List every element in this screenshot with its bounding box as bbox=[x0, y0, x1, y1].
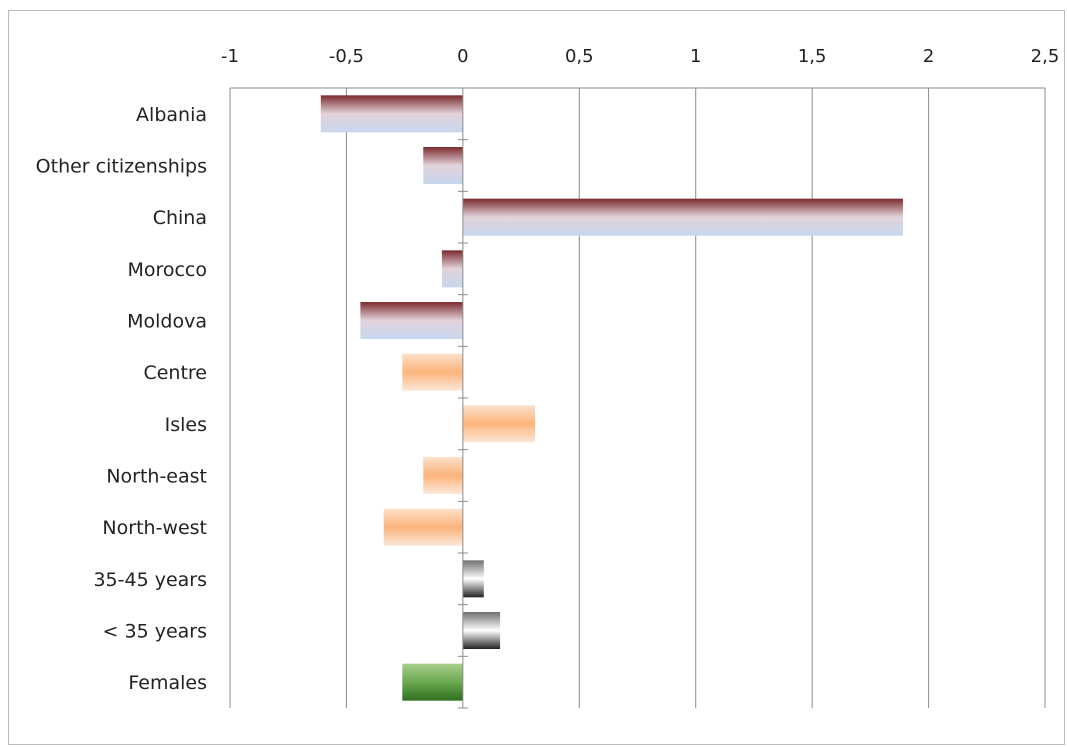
x-tick-label: -1 bbox=[221, 46, 239, 67]
y-axis bbox=[457, 87, 468, 709]
bar-north-west bbox=[383, 508, 463, 546]
category-label: North-west bbox=[102, 517, 207, 539]
chart-frame bbox=[8, 10, 1065, 745]
x-tick-label: 0,5 bbox=[565, 46, 594, 67]
category-label: Morocco bbox=[127, 259, 207, 281]
category-label: Isles bbox=[165, 414, 207, 436]
bar-females bbox=[402, 663, 463, 701]
bar-north-east bbox=[423, 457, 463, 494]
x-tick-label: 2 bbox=[923, 46, 934, 67]
category-label: Moldova bbox=[127, 311, 207, 333]
grid-lines bbox=[229, 87, 1046, 708]
x-tick-label: -0,5 bbox=[329, 46, 364, 67]
bar-35-45-years bbox=[462, 560, 484, 598]
x-tick-label: 0 bbox=[457, 46, 468, 67]
category-label: China bbox=[153, 207, 207, 229]
bars bbox=[320, 95, 903, 701]
x-tick-label: 2,5 bbox=[1031, 46, 1060, 67]
bar-china bbox=[462, 198, 903, 236]
bar-other-citizenships bbox=[423, 147, 463, 184]
bar-35-years bbox=[462, 612, 501, 649]
bar-moldova bbox=[360, 302, 463, 339]
category-label: Centre bbox=[143, 362, 207, 384]
category-labels: Albania Other citizenships China Morocco Mol… bbox=[36, 104, 207, 694]
category-label: Albania bbox=[136, 104, 207, 126]
category-label: Females bbox=[128, 672, 207, 694]
category-label: North-east bbox=[106, 466, 207, 488]
category-label: 35-45 years bbox=[93, 569, 207, 591]
bar-isles bbox=[462, 405, 536, 443]
bar-centre bbox=[402, 353, 463, 391]
x-tick-labels: -1 -0,5 0 0,5 1 1,5 2 2,5 bbox=[221, 46, 1059, 67]
bar-morocco bbox=[441, 250, 463, 288]
x-tick-label: 1 bbox=[690, 46, 701, 67]
bar-albania bbox=[320, 95, 463, 133]
category-label: Other citizenships bbox=[36, 156, 207, 178]
x-tick-label: 1,5 bbox=[798, 46, 827, 67]
category-label: < 35 years bbox=[103, 621, 207, 643]
